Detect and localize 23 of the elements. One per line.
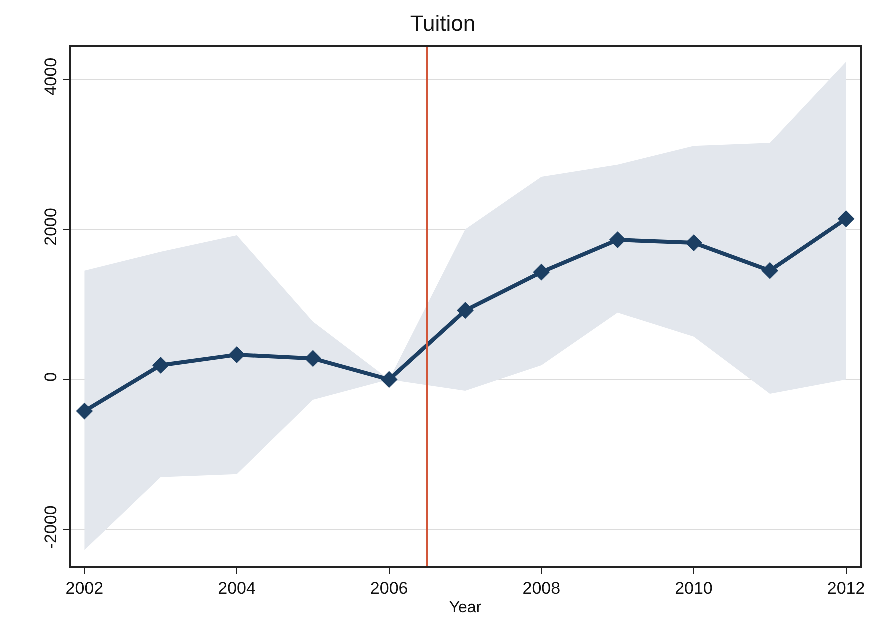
point — [380, 371, 398, 388]
point — [457, 302, 474, 320]
point — [228, 346, 246, 364]
point — [152, 357, 170, 374]
point — [304, 350, 322, 368]
x-tick-label: 2010 — [675, 579, 713, 598]
y-tick-label: 0 — [41, 372, 60, 382]
x-tick-label: 2006 — [370, 579, 408, 598]
y-tick-label: 4000 — [41, 58, 60, 96]
chart-title: Tuition — [410, 11, 476, 36]
y-tick-label: -2000 — [41, 506, 60, 550]
point — [838, 210, 855, 228]
x-axis-title: Year — [449, 599, 482, 616]
x-tick-label: 2012 — [827, 579, 866, 598]
point — [686, 234, 702, 252]
x-tick-label: 2008 — [522, 579, 561, 598]
point — [533, 264, 550, 281]
point — [609, 232, 626, 248]
x-tick-label: 2002 — [66, 579, 104, 598]
point — [762, 262, 779, 280]
point — [76, 402, 94, 420]
y-tick-label: 2000 — [41, 208, 60, 246]
x-tick-label: 2004 — [218, 579, 256, 598]
